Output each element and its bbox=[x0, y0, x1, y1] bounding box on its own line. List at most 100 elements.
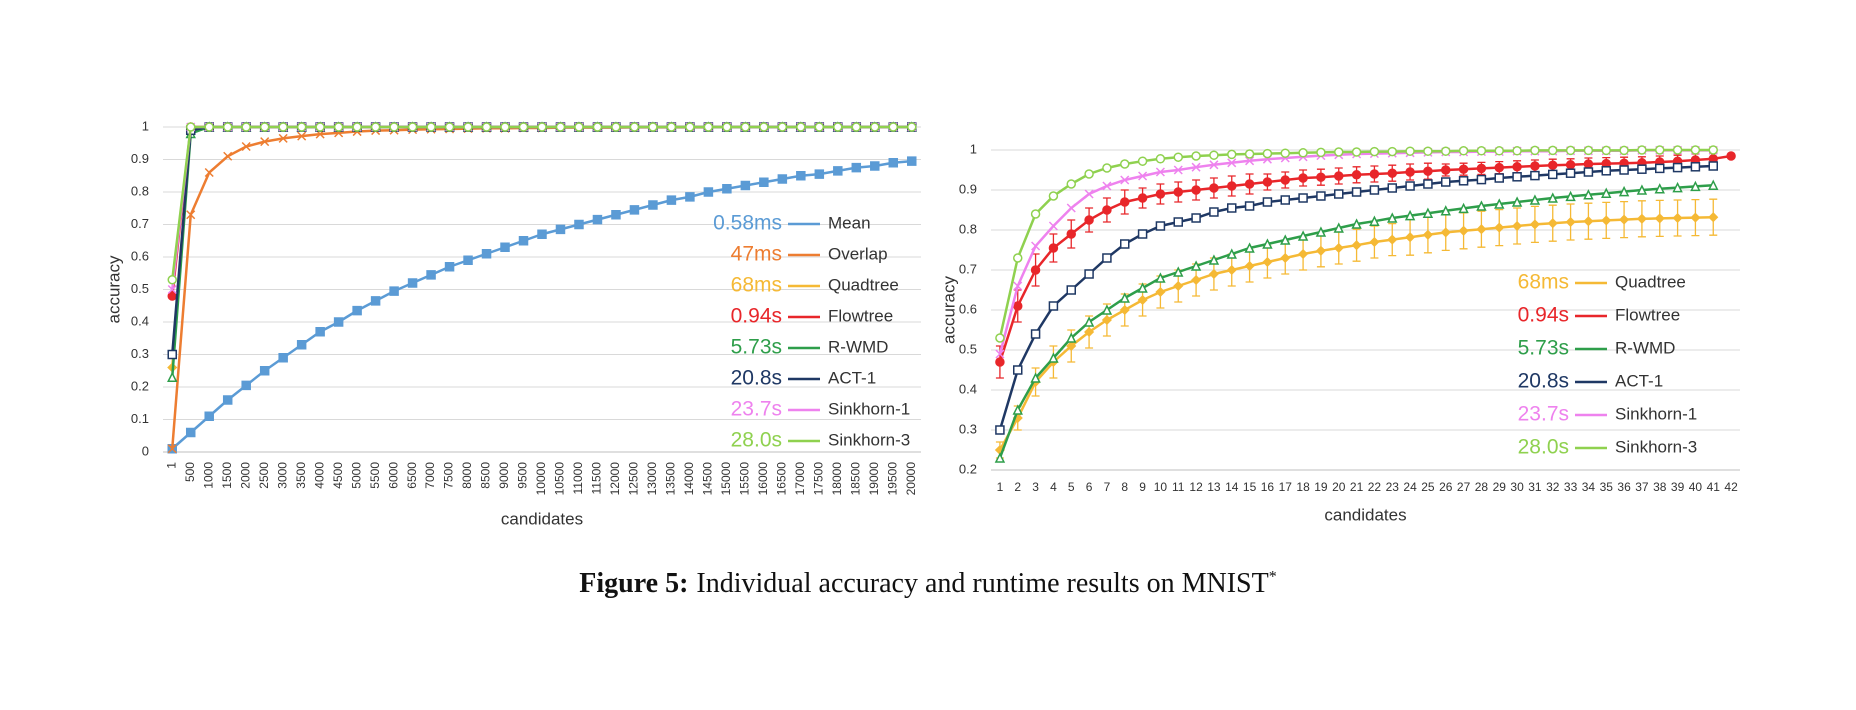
y-axis-label: accuracy bbox=[104, 255, 123, 324]
x-tick-label: 24 bbox=[1403, 480, 1417, 494]
marker bbox=[1066, 332, 1077, 343]
marker bbox=[1565, 190, 1576, 202]
marker bbox=[223, 151, 233, 161]
legend-runtime: 20.8s bbox=[1518, 370, 1569, 393]
marker bbox=[814, 169, 825, 179]
marker bbox=[1227, 149, 1237, 160]
marker bbox=[1548, 169, 1558, 180]
y-tick-label: 0.4 bbox=[959, 381, 977, 396]
marker bbox=[1137, 156, 1148, 166]
marker bbox=[1690, 180, 1701, 192]
x-tick-label: 8000 bbox=[460, 462, 474, 489]
marker bbox=[1511, 196, 1523, 207]
marker bbox=[1619, 165, 1629, 175]
x-tick-label: 40 bbox=[1689, 480, 1703, 494]
marker bbox=[994, 452, 1006, 463]
marker bbox=[1244, 201, 1255, 211]
marker bbox=[1066, 179, 1076, 189]
marker bbox=[1030, 329, 1041, 339]
marker bbox=[1084, 215, 1094, 225]
marker bbox=[907, 156, 917, 166]
marker bbox=[1387, 183, 1397, 193]
y-tick-label: 0.1 bbox=[131, 411, 149, 426]
marker bbox=[1369, 185, 1380, 195]
series bbox=[994, 179, 1719, 463]
y-tick-label: 0.5 bbox=[959, 341, 977, 356]
marker bbox=[1013, 301, 1023, 311]
y-tick-label: 0.8 bbox=[131, 183, 149, 198]
x-tick-label: 19 bbox=[1314, 480, 1328, 494]
marker bbox=[1405, 181, 1415, 191]
x-tick-label: 3000 bbox=[275, 462, 289, 489]
marker bbox=[518, 122, 529, 132]
marker bbox=[1583, 167, 1594, 177]
marker bbox=[574, 122, 584, 132]
marker bbox=[1548, 145, 1558, 156]
x-tick-label: 15500 bbox=[738, 462, 752, 496]
legend-label: R-WMD bbox=[1615, 338, 1675, 357]
marker bbox=[1191, 185, 1201, 195]
marker bbox=[1672, 212, 1683, 224]
marker bbox=[167, 284, 177, 295]
marker bbox=[1155, 189, 1166, 199]
x-tick-label: 29 bbox=[1493, 480, 1507, 494]
marker bbox=[1405, 167, 1415, 177]
x-tick-label: 19000 bbox=[867, 462, 881, 496]
caption: Figure 5: Individual accuracy and runtime… bbox=[0, 568, 1856, 600]
marker bbox=[1048, 243, 1059, 253]
marker bbox=[1512, 220, 1523, 232]
marker bbox=[1245, 156, 1255, 166]
x-tick-label: 14000 bbox=[682, 462, 696, 496]
legend-runtime: 28.0s bbox=[731, 429, 782, 452]
series bbox=[167, 122, 917, 301]
marker bbox=[1636, 184, 1648, 195]
marker bbox=[1084, 169, 1094, 179]
legend-label: Quadtree bbox=[828, 275, 899, 294]
marker bbox=[1708, 212, 1719, 223]
x-tick-label: 20 bbox=[1332, 480, 1346, 494]
marker bbox=[1244, 179, 1255, 189]
marker bbox=[1529, 219, 1540, 230]
marker bbox=[1601, 215, 1612, 226]
marker bbox=[1690, 212, 1701, 223]
marker bbox=[333, 317, 344, 327]
y-tick-label: 1 bbox=[142, 118, 149, 133]
x-tick-label: 7500 bbox=[442, 462, 456, 489]
x-tick-label: 3500 bbox=[294, 462, 308, 489]
marker bbox=[995, 333, 1005, 343]
marker bbox=[870, 161, 880, 171]
marker bbox=[1315, 245, 1326, 256]
legend-runtime: 5.73s bbox=[1518, 337, 1569, 360]
marker bbox=[1102, 205, 1112, 215]
marker bbox=[1280, 148, 1290, 158]
marker bbox=[333, 122, 344, 132]
marker bbox=[1422, 207, 1434, 218]
marker bbox=[1102, 253, 1112, 263]
marker bbox=[759, 177, 769, 187]
marker bbox=[1155, 221, 1166, 231]
marker bbox=[1619, 145, 1629, 156]
marker bbox=[537, 122, 547, 132]
marker bbox=[833, 122, 843, 132]
marker bbox=[1333, 222, 1344, 233]
x-tick-label: 12500 bbox=[627, 462, 641, 496]
x-tick-label: 15 bbox=[1243, 480, 1257, 494]
y-tick-label: 0.9 bbox=[959, 181, 977, 196]
marker bbox=[1654, 213, 1665, 224]
marker bbox=[1227, 158, 1237, 168]
marker bbox=[260, 137, 270, 147]
marker bbox=[1120, 159, 1130, 169]
marker bbox=[1262, 148, 1273, 159]
marker bbox=[629, 122, 640, 132]
marker bbox=[1476, 224, 1487, 235]
marker bbox=[1565, 145, 1576, 156]
marker bbox=[444, 262, 455, 272]
marker bbox=[537, 229, 547, 239]
marker bbox=[1013, 253, 1023, 263]
marker bbox=[1601, 166, 1611, 176]
marker bbox=[1547, 192, 1558, 203]
marker bbox=[1262, 238, 1273, 249]
marker bbox=[444, 122, 455, 132]
